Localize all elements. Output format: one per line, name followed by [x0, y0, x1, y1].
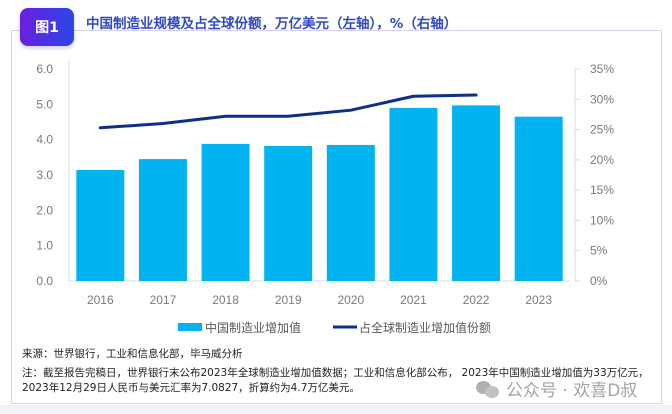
bar-2019	[264, 146, 313, 281]
y-left-tick-label: 1.0	[36, 239, 53, 253]
y-left-tick-label: 4.0	[36, 133, 53, 147]
x-tick-label: 2020	[337, 293, 364, 307]
y-left-tick-label: 5.0	[36, 97, 53, 111]
x-tick-label: 2021	[400, 293, 427, 307]
y-right-tick-label: 5%	[590, 244, 608, 258]
bar-2018	[201, 143, 250, 281]
x-tick-label: 2022	[463, 293, 490, 307]
y-right-tick-label: 25%	[590, 123, 614, 137]
figure-title: 中国制造业规模及占全球份额，万亿美元（左轴），%（右轴）	[86, 16, 458, 32]
line-series	[98, 93, 478, 130]
y-left-tick-label: 2.0	[36, 203, 53, 217]
bar-2017	[138, 159, 187, 281]
bar-series	[76, 105, 563, 281]
legend: 中国制造业增加值 占全球制造业增加值份额	[178, 320, 491, 335]
x-tick-label: 2017	[150, 293, 177, 307]
y-right-tick-label: 10%	[590, 213, 614, 227]
note-line-1: 注：截至报告完稿日，世界银行末公布2023年全球制造业增加值数据；工业和信息化部…	[22, 367, 649, 379]
legend-bar-label: 中国制造业增加值	[205, 320, 301, 335]
x-tick-label: 2019	[275, 293, 302, 307]
y-right-tick-labels: 0% 5% 10% 15% 20% 25% 30% 35%	[575, 62, 614, 288]
legend-line-label: 占全球制造业增加值份额	[359, 320, 491, 335]
note-text: 注：截至报告完稿日，世界银行末公布2023年全球制造业增加值数据；工业和信息化部…	[22, 366, 649, 396]
y-right-tick-label: 30%	[590, 92, 614, 106]
watermark: 公众号 · 欢喜D叔	[476, 376, 637, 401]
bar-2021	[389, 107, 438, 281]
x-tick-label: 2023	[525, 293, 552, 307]
bar-2016	[76, 170, 125, 281]
x-tick-label: 2018	[212, 293, 239, 307]
y-left-tick-label: 0.0	[36, 274, 53, 288]
x-tick-labels: 2016 2017 2018 2019 2020 2021 2022 2023	[87, 293, 552, 307]
chart: 2016 2017 2018 2019 2020 2021 2022 2023 0.0 1.0 2…	[36, 61, 614, 335]
wechat-icon	[476, 379, 500, 399]
note-line-2: 2023年12月29日人民币与美元汇率为7.0827，折算约为4.7万亿美元。	[22, 382, 360, 394]
bar-2022	[452, 105, 501, 281]
watermark-text: 公众号 · 欢喜D叔	[506, 381, 638, 401]
y-right-tick-label: 20%	[590, 153, 614, 167]
y-right-tick-label: 15%	[590, 183, 614, 197]
y-left-tick-label: 6.0	[36, 62, 53, 76]
bar-2023	[514, 116, 563, 281]
source-text: 来源：世界银行，工业和信息化部，毕马威分析	[22, 348, 243, 360]
y-right-tick-label: 35%	[590, 62, 614, 76]
x-tick-label: 2016	[87, 293, 114, 307]
legend-bar-swatch	[178, 323, 202, 331]
figure-badge: 图1	[20, 8, 74, 46]
y-left-tick-labels: 0.0 1.0 2.0 3.0 4.0 5.0 6.0	[36, 62, 53, 288]
y-right-tick-label: 0%	[590, 274, 608, 288]
y-left-tick-label: 3.0	[36, 168, 53, 182]
bar-2020	[326, 144, 375, 281]
background-strip	[0, 405, 672, 414]
